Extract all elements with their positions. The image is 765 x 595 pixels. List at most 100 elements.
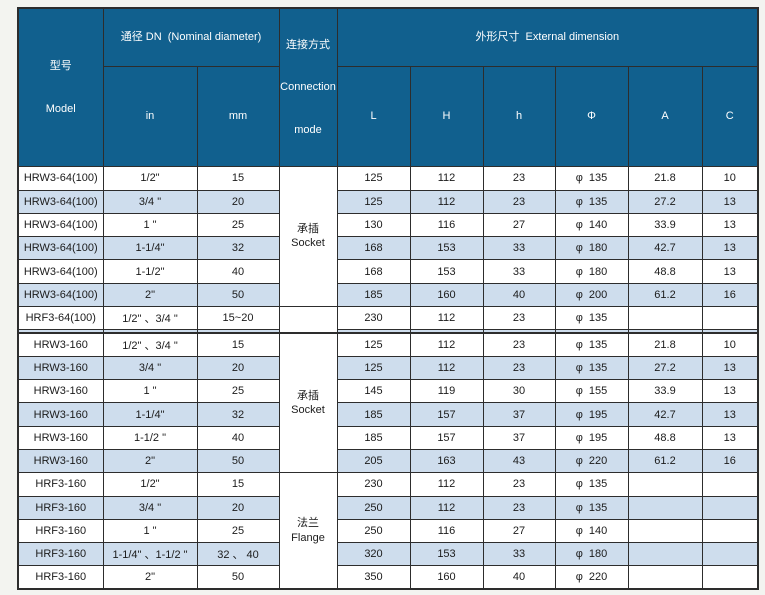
dim-H-cell: 112 bbox=[409, 472, 484, 497]
dim-L-cell: 320 bbox=[336, 542, 411, 567]
diameter-in-cell: 1-1/2 " bbox=[102, 425, 198, 450]
dim-C-cell: 13 bbox=[701, 236, 759, 261]
dim-h-cell: 27 bbox=[482, 518, 556, 544]
header-cell-mm: mm bbox=[196, 65, 280, 168]
dim-L-cell: 125 bbox=[336, 166, 411, 191]
model-cell: HRW3-160 bbox=[17, 425, 104, 450]
diameter-mm-cell: 50 bbox=[196, 448, 280, 474]
diameter-in-cell: 1/2" bbox=[102, 166, 198, 191]
dim-L-cell: 350 bbox=[336, 565, 411, 590]
header-cell-H: H bbox=[409, 65, 484, 168]
model-cell: HRW3-64(100) bbox=[17, 189, 104, 214]
dim-L-cell: 185 bbox=[336, 282, 411, 308]
diameter-in-cell: 1-1/4" bbox=[102, 402, 198, 427]
diameter-in-cell: 2" bbox=[102, 565, 198, 590]
dim-h-cell: 37 bbox=[482, 425, 556, 450]
dim-L-cell: 168 bbox=[336, 259, 411, 284]
model-cell: HRW3-64(100) bbox=[17, 212, 104, 238]
dim-phi-cell: φ 180 bbox=[554, 236, 629, 261]
diameter-mm-cell: 25 bbox=[196, 379, 280, 404]
dim-A-cell: 33.9 bbox=[627, 212, 703, 238]
dim-C-cell bbox=[701, 495, 759, 520]
diameter-mm-cell: 50 bbox=[196, 282, 280, 308]
diameter-in-cell: 3/4 " bbox=[102, 495, 198, 520]
diameter-in-cell: 1 " bbox=[102, 212, 198, 238]
dim-h-cell: 23 bbox=[482, 306, 556, 331]
header-cell-h: h bbox=[482, 65, 556, 168]
dim-h-cell: 43 bbox=[482, 448, 556, 474]
table-row: HRW3-160 3/4 " 20 125 112 23 φ 135 27.2 13 bbox=[17, 355, 759, 381]
dim-A-cell: 27.2 bbox=[627, 355, 703, 381]
dim-A-cell: 21.8 bbox=[627, 332, 703, 357]
header-cell-in: in bbox=[102, 65, 198, 168]
connection-mode-cell: 承插 Socket bbox=[278, 332, 338, 474]
dim-phi-cell: φ 135 bbox=[554, 189, 629, 214]
dim-A-cell bbox=[627, 495, 703, 520]
model-cell: HRW3-160 bbox=[17, 402, 104, 427]
diameter-in-cell: 1 " bbox=[102, 379, 198, 404]
diameter-mm-cell: 32 bbox=[196, 236, 280, 261]
connection-mode-cell: 承插 Socket bbox=[278, 166, 338, 308]
dim-C-cell: 16 bbox=[701, 282, 759, 308]
dim-h-cell: 23 bbox=[482, 166, 556, 191]
model-cell: HRW3-160 bbox=[17, 355, 104, 381]
dim-phi-cell: φ 135 bbox=[554, 332, 629, 357]
dim-H-cell: 153 bbox=[409, 236, 484, 261]
table-header: 型号 Model 通径 DN (Nominal diameter) 连接方式 C… bbox=[17, 7, 759, 168]
table-row: HRF3-64(100)1/2" 、3/4 "15~20法兰Flange2301… bbox=[17, 306, 759, 401]
model-cell: HRW3-160 bbox=[17, 379, 104, 404]
dim-L-cell: 230 bbox=[336, 472, 411, 497]
dim-phi-cell: φ 140 bbox=[554, 518, 629, 544]
dim-C-cell: 13 bbox=[701, 355, 759, 381]
dim-A-cell bbox=[627, 518, 703, 544]
diameter-in-cell: 1-1/4" 、1-1/2 " bbox=[102, 542, 198, 567]
model-cell: HRW3-64(100) bbox=[17, 166, 104, 191]
header-cell-connection-mode: 连接方式 Connection mode bbox=[278, 7, 338, 168]
dim-phi-cell: φ 220 bbox=[554, 448, 629, 474]
dim-A-cell: 21.8 bbox=[627, 166, 703, 191]
dim-C-cell: 10 bbox=[701, 166, 759, 191]
dim-H-cell: 160 bbox=[409, 565, 484, 590]
dim-H-cell: 119 bbox=[409, 379, 484, 404]
table-row: HRW3-64(100) 1 " 25 130 116 27 φ 140 33.9 13 bbox=[17, 212, 759, 238]
diameter-in-cell: 1-1/4" bbox=[102, 236, 198, 261]
table-row: HRF3-160 2" 50 350 160 40 φ 220 bbox=[17, 565, 759, 590]
diameter-mm-cell: 15 bbox=[196, 332, 280, 357]
dim-H-cell: 153 bbox=[409, 259, 484, 284]
diameter-mm-cell: 40 bbox=[196, 425, 280, 450]
diameter-mm-cell: 32 、 40 bbox=[196, 542, 280, 567]
dim-C-cell: 13 bbox=[701, 259, 759, 284]
dim-H-cell: 112 bbox=[409, 495, 484, 520]
header-cell-model: 型号 Model bbox=[17, 7, 104, 168]
header-cell-L: L bbox=[336, 65, 411, 168]
table-row: HRW3-160 1-1/4" 32 185 157 37 φ 195 42.7 13 bbox=[17, 402, 759, 427]
diameter-mm-cell: 40 bbox=[196, 259, 280, 284]
table-row: HRW3-64(100) 1/2" 15 承插 Socket 125 112 23 φ 135 2… bbox=[17, 166, 759, 308]
dim-L-cell: 185 bbox=[336, 402, 411, 427]
model-cell: HRF3-160 bbox=[17, 472, 104, 497]
diameter-mm-cell: 20 bbox=[196, 495, 280, 520]
table-body-160: HRW3-160 1/2" 、3/4 " 15 承插 Socket 125 112 23 φ 1… bbox=[17, 332, 759, 590]
dim-L-cell: 145 bbox=[336, 379, 411, 404]
model-cell: HRW3-64(100) bbox=[17, 282, 104, 308]
diameter-in-cell: 1/2" 、3/4 " bbox=[102, 306, 198, 331]
diameter-in-cell: 1-1/2" bbox=[102, 259, 198, 284]
table-body-64-100: HRW3-64(100) 1/2" 15 承插 Socket 125 112 23 φ 135 2… bbox=[17, 166, 759, 401]
model-cell: HRW3-160 bbox=[17, 448, 104, 474]
dim-A-cell: 61.2 bbox=[627, 282, 703, 308]
diameter-mm-cell: 15 bbox=[196, 472, 280, 497]
table-row: HRW3-64(100) 1-1/2" 40 168 153 33 φ 180 48.8 13 bbox=[17, 259, 759, 284]
diameter-mm-cell: 20 bbox=[196, 355, 280, 381]
connection-zh: 承插 bbox=[297, 223, 319, 236]
model-cell: HRF3-160 bbox=[17, 495, 104, 520]
dim-A-cell: 27.2 bbox=[627, 189, 703, 214]
header-model-en: Model bbox=[45, 102, 76, 115]
dim-h-cell: 23 bbox=[482, 355, 556, 381]
header-cell-A: A bbox=[627, 65, 703, 168]
connection-en: Flange bbox=[291, 531, 325, 544]
dim-L-cell: 230 bbox=[336, 306, 411, 331]
table-row: HRW3-160 1 " 25 145 119 30 φ 155 33.9 13 bbox=[17, 379, 759, 404]
dim-A-cell bbox=[627, 565, 703, 590]
table-row: HRW3-64(100) 1-1/4" 32 168 153 33 φ 180 42.7 13 bbox=[17, 236, 759, 261]
